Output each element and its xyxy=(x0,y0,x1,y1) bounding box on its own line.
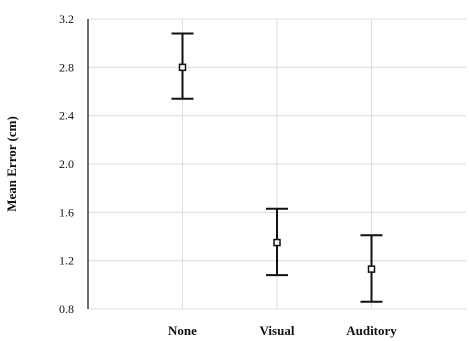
y-tick-label: 3.2 xyxy=(59,12,74,26)
y-tick-label: 2.4 xyxy=(59,109,74,123)
y-tick-labels: 0.8 1.2 1.6 2.0 2.4 2.8 3.2 xyxy=(59,12,74,316)
y-axis-label: Mean Error (cm) xyxy=(4,116,19,212)
x-tick-label: Visual xyxy=(260,323,295,338)
x-tick-label: None xyxy=(168,323,197,338)
y-tick-label: 2.8 xyxy=(59,60,74,74)
data-point xyxy=(367,265,376,273)
data-point xyxy=(178,63,187,72)
y-tick-label: 2.0 xyxy=(59,157,74,171)
data-point xyxy=(273,238,281,247)
x-tick-label: Auditory xyxy=(346,323,397,338)
y-tick-label: 1.6 xyxy=(59,205,74,219)
x-category-labels: None Visual Auditory xyxy=(168,323,397,338)
y-tick-label: 0.8 xyxy=(59,302,74,316)
data-marks xyxy=(171,32,383,303)
y-tick-label: 1.2 xyxy=(59,254,74,268)
